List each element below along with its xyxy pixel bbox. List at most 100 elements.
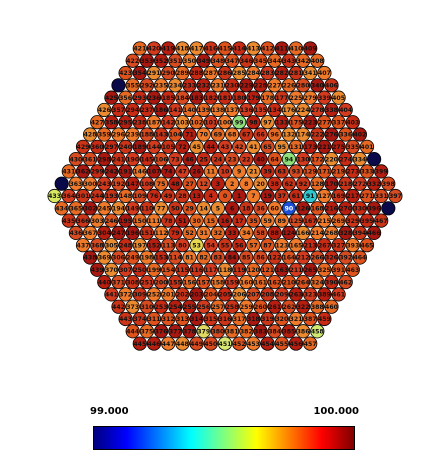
- pixel-cell-442: 442: [111, 299, 126, 314]
- svg-text:192: 192: [112, 181, 125, 188]
- svg-text:64: 64: [270, 156, 279, 163]
- svg-text:200: 200: [155, 279, 169, 286]
- svg-text:316: 316: [219, 316, 232, 323]
- pixel-cell-296: 296: [111, 127, 126, 142]
- pixel-cell-304: 304: [97, 225, 111, 240]
- pixel-cell-337: 337: [331, 115, 346, 130]
- svg-text:362: 362: [77, 169, 90, 176]
- svg-text:180: 180: [233, 95, 247, 102]
- svg-text:182: 182: [204, 95, 217, 102]
- svg-text:194: 194: [112, 206, 126, 213]
- pixel-cell-176: 176: [281, 102, 296, 118]
- svg-text:47: 47: [178, 169, 187, 176]
- svg-text:224: 224: [297, 107, 311, 114]
- pixel-cell-394: 394: [352, 225, 367, 240]
- svg-text:356: 356: [119, 95, 132, 102]
- pixel-cell-116: 116: [189, 262, 204, 277]
- pixel-cell-37: 37: [274, 188, 289, 204]
- svg-text:342: 342: [297, 58, 310, 65]
- svg-text:454: 454: [261, 341, 275, 348]
- pixel-cell-96: 96: [267, 127, 282, 142]
- svg-text:160: 160: [240, 279, 254, 286]
- svg-text:19: 19: [263, 193, 272, 200]
- svg-text:0: 0: [223, 193, 228, 200]
- pixel-cell-193: 193: [104, 188, 119, 204]
- pixel-cell-119: 119: [232, 262, 247, 277]
- svg-text:154: 154: [162, 267, 176, 274]
- pixel-cell-374: 374: [132, 311, 147, 327]
- svg-text:444: 444: [126, 328, 140, 335]
- pixel-cell-325: 325: [317, 262, 332, 277]
- pixel-cell-126: 126: [295, 201, 311, 216]
- pixel-cell-208: 208: [260, 287, 275, 302]
- svg-text:457: 457: [304, 341, 317, 348]
- svg-text:415: 415: [219, 46, 232, 53]
- svg-text:318: 318: [247, 316, 260, 323]
- pixel-cell-446: 446: [146, 336, 162, 351]
- svg-text:411: 411: [275, 46, 288, 53]
- svg-text:464: 464: [353, 255, 367, 262]
- svg-text:440: 440: [98, 279, 112, 286]
- pixel-cell-246: 246: [104, 213, 119, 228]
- svg-text:111: 111: [148, 218, 161, 225]
- pixel-cell-150: 150: [132, 213, 147, 228]
- svg-text:293: 293: [133, 95, 146, 102]
- pixel-cell-236: 236: [146, 90, 162, 105]
- svg-text:254: 254: [169, 304, 183, 311]
- pixel-cell-27: 27: [182, 176, 197, 191]
- pixel-cell-295: 295: [118, 115, 133, 130]
- svg-text:372: 372: [119, 292, 132, 299]
- pixel-cell-232: 232: [196, 78, 211, 93]
- svg-text:134: 134: [268, 107, 282, 114]
- svg-text:296: 296: [112, 132, 125, 139]
- pixel-cell-77: 77: [154, 201, 169, 216]
- svg-text:337: 337: [332, 119, 345, 126]
- pixel-cell-424: [111, 78, 126, 93]
- pixel-cell-291: 291: [146, 65, 162, 81]
- svg-text:340: 340: [311, 83, 325, 90]
- svg-text:286: 286: [219, 70, 232, 77]
- svg-text:360: 360: [91, 144, 105, 151]
- pixel-cell-250: 250: [132, 262, 147, 277]
- pixel-cell-205: 205: [217, 287, 233, 302]
- pixel-cell-81: 81: [182, 250, 197, 265]
- pixel-cell-412: 412: [260, 41, 275, 56]
- svg-text:278: 278: [311, 107, 324, 114]
- svg-text:108: 108: [140, 181, 153, 188]
- pixel-cell-377: 377: [168, 324, 183, 339]
- pixel-cell-43: 43: [217, 139, 233, 154]
- svg-text:333: 333: [361, 169, 374, 176]
- svg-text:107: 107: [148, 169, 161, 176]
- pixel-cell-110: 110: [139, 201, 154, 216]
- pixel-cell-249: 249: [125, 250, 140, 265]
- pixel-cell-185: 185: [161, 90, 176, 105]
- svg-text:86: 86: [256, 255, 265, 262]
- svg-text:115: 115: [176, 267, 189, 274]
- svg-text:437: 437: [77, 242, 90, 249]
- svg-text:132: 132: [282, 132, 295, 139]
- svg-text:237: 237: [140, 107, 153, 114]
- pixel-cell-60: 60: [267, 201, 282, 216]
- svg-text:416: 416: [204, 46, 217, 53]
- pixel-cell-462: 462: [338, 274, 353, 290]
- pixel-cell-117: 117: [203, 262, 218, 277]
- svg-text:387: 387: [304, 316, 317, 323]
- pixel-cell-458: 458: [310, 324, 325, 339]
- svg-text:358: 358: [105, 119, 118, 126]
- pixel-cell-55: 55: [217, 238, 233, 253]
- pixel-cell-163: 163: [274, 262, 289, 277]
- svg-text:71: 71: [185, 132, 194, 139]
- svg-text:142: 142: [162, 119, 175, 126]
- svg-text:350: 350: [183, 58, 197, 65]
- pixel-cell-306: 306: [111, 250, 126, 265]
- pixel-cell-435: 435: [61, 213, 76, 228]
- svg-text:144: 144: [148, 144, 162, 151]
- pixel-cell-223: 223: [303, 115, 318, 130]
- svg-text:12: 12: [199, 181, 208, 188]
- svg-text:291: 291: [148, 70, 161, 77]
- pixel-cell-107: 107: [146, 164, 162, 179]
- svg-text:185: 185: [162, 95, 175, 102]
- pixel-cell-105: 105: [161, 139, 176, 154]
- svg-text:123: 123: [275, 242, 288, 249]
- pixel-cell-108: 108: [139, 176, 154, 191]
